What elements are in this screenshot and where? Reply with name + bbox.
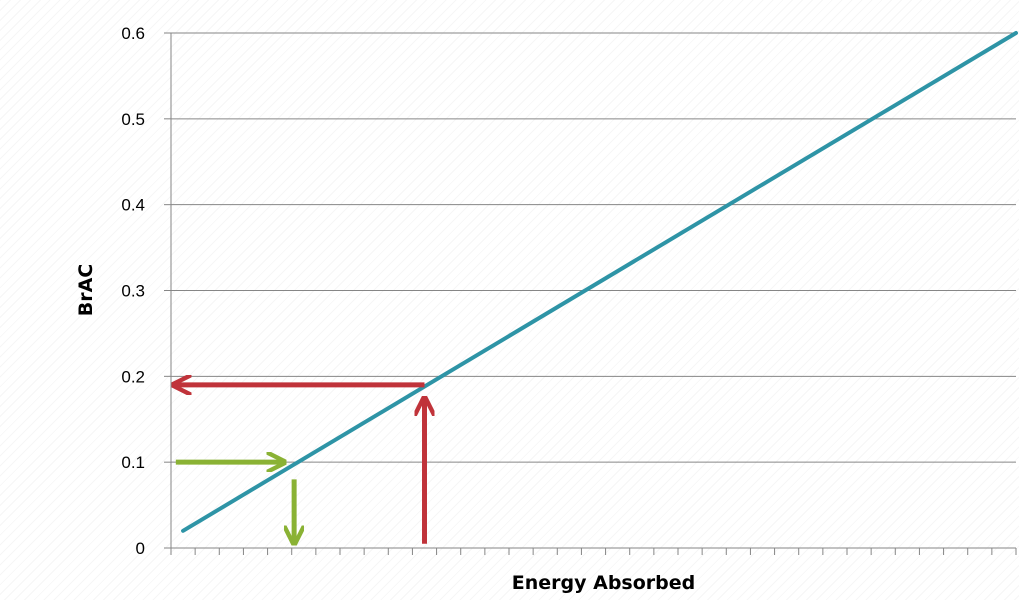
gridlines bbox=[171, 32, 1016, 463]
y-axis-title: BrAC bbox=[75, 264, 97, 317]
series-line bbox=[181, 31, 1018, 533]
y-tick-label: 0 bbox=[136, 539, 145, 558]
y-tick-label: 0.4 bbox=[121, 196, 145, 215]
axes bbox=[164, 32, 1017, 555]
series-lines bbox=[181, 31, 1018, 533]
x-axis-title: Energy Absorbed bbox=[512, 572, 696, 594]
annotation-arrows bbox=[173, 385, 424, 544]
y-tick-label: 0.6 bbox=[121, 24, 145, 43]
tick-labels: 0 0.1 0.2 0.3 0.4 0.5 0.6 bbox=[121, 24, 145, 558]
y-tick-label: 0.1 bbox=[121, 453, 145, 472]
y-tick-label: 0.5 bbox=[121, 110, 145, 129]
y-tick-label: 0.2 bbox=[121, 367, 145, 386]
y-tick-label: 0.3 bbox=[121, 282, 145, 301]
